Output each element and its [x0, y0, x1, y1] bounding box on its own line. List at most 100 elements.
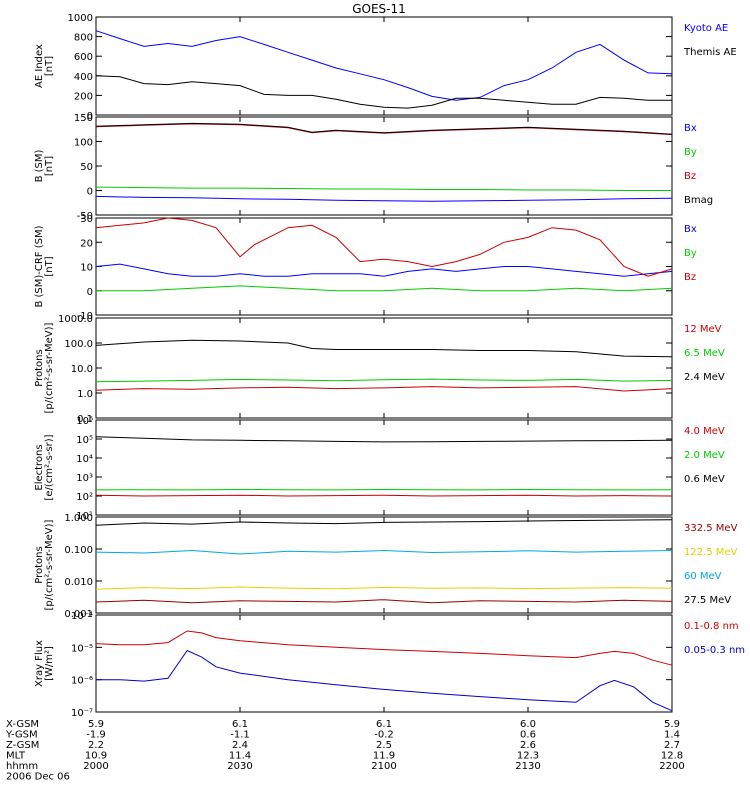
legend-label: 0.1-0.8 nm	[684, 621, 739, 632]
panel-frame	[95, 16, 673, 116]
y-tick-label: 10⁻⁴	[71, 611, 93, 622]
y-tick-label: 10	[80, 263, 93, 274]
footer-value: 11.9	[373, 751, 395, 762]
legend-label: 6.5 MeV	[684, 348, 725, 359]
legend-label: 332.5 MeV	[684, 523, 738, 534]
y-tick-label: 100.0	[64, 339, 93, 350]
series-line	[95, 436, 673, 443]
y-tick-label: 10⁵	[76, 435, 93, 446]
y-axis-label: Protons	[34, 546, 45, 583]
y-tick-label: 1.000	[64, 513, 93, 524]
panel-frame	[95, 419, 673, 516]
y-tick-label: 1.0	[77, 389, 93, 400]
legend-label: Bmag	[684, 195, 713, 206]
legend-label: Themis AE	[683, 47, 737, 58]
series-line	[95, 263, 673, 277]
footer-value: 2100	[371, 761, 396, 772]
footer-row-label: MLT	[6, 751, 26, 762]
footer-value: 2.6	[520, 740, 536, 751]
footer-value: 12.3	[517, 751, 539, 762]
figure-title: GOES-11	[352, 2, 406, 16]
y-tick-label: 800	[74, 33, 93, 44]
y-tick-label: 10⁻⁵	[71, 643, 93, 654]
series-line	[96, 649, 673, 712]
footer-value: 6.1	[232, 719, 248, 730]
footer-value: 2200	[659, 761, 684, 772]
legend-label: Bz	[684, 272, 696, 283]
series-line	[95, 549, 673, 555]
legend-label: By	[684, 147, 697, 158]
series-line	[95, 586, 673, 590]
footer-value: 11.4	[229, 751, 251, 762]
y-tick-label: 600	[74, 52, 93, 63]
legend-label: By	[684, 248, 697, 259]
panel-frame	[95, 614, 673, 713]
y-tick-label: 30	[80, 214, 93, 225]
footer-value: 6.0	[520, 719, 536, 730]
y-tick-label: 400	[74, 72, 93, 83]
footer-value: 1.4	[664, 730, 680, 741]
panel-6: 0.001 0.010 0.100 1.000 Protons [p/(cm²-s-sr-…	[34, 513, 738, 620]
footer-value: -0.2	[374, 730, 394, 741]
legend-label: 2.0 MeV	[684, 450, 725, 461]
series-line	[95, 378, 673, 383]
footer-value: -1.1	[230, 730, 250, 741]
y-tick-label: 0.1	[77, 414, 93, 425]
y-axis-label: Xray Flux	[34, 640, 45, 687]
y-tick-label: 10⁻⁶	[71, 676, 93, 687]
series-line	[95, 30, 673, 101]
series-line	[95, 519, 673, 526]
footer-value: 2.5	[376, 740, 392, 751]
footer-value: 2.4	[232, 740, 248, 751]
panel-7: 10⁻⁷ 10⁻⁶ 10⁻⁵ 10⁻⁴ Xray Flux [W/m²] 0.1-0.8 n…	[34, 611, 745, 719]
y-tick-label: 1000	[68, 13, 93, 24]
legend-label: 122.5 MeV	[684, 547, 738, 558]
footer-info: X-GSM 5.9 6.1 6.1 6.0 5.9 Y-GSM -1.9 -1.1 -0.2 0.6…	[5, 719, 685, 783]
y-tick-label: -50	[77, 211, 93, 222]
legend-label: 0.6 MeV	[684, 474, 725, 485]
panel-frame	[95, 317, 673, 419]
y-axis-label: Electrons	[34, 444, 45, 490]
panel-5: 10¹ 10² 10³ 10⁴ 10⁵ 10⁶ Electrons [e/(cm²-s-sr)…	[34, 416, 725, 522]
legend-label: 27.5 MeV	[684, 595, 731, 606]
footer-date: 2006 Dec 06	[6, 772, 70, 783]
footer-value: 5.9	[664, 719, 680, 730]
legend-label: Bx	[684, 224, 697, 235]
y-tick-label: 10¹	[76, 511, 93, 522]
y-tick-label: 0.001	[64, 609, 93, 620]
y-tick-label: -10	[77, 311, 93, 322]
y-tick-label: 1000.0	[58, 314, 93, 325]
footer-value: 2030	[227, 761, 252, 772]
footer-value: -1.9	[86, 730, 106, 741]
footer-value: 10.9	[85, 751, 107, 762]
y-tick-label: 10⁶	[76, 416, 93, 427]
legend-label: 2.4 MeV	[684, 372, 725, 383]
series-line	[95, 186, 672, 191]
y-tick-label: 150	[74, 113, 93, 124]
y-tick-label: 0	[87, 187, 93, 198]
legend-label: Bz	[684, 171, 696, 182]
series-line	[95, 217, 673, 277]
y-axis-label: [e/(cm²-s-sr)]	[44, 434, 55, 500]
y-axis-label: [p/(cm²-s-sr-MeV)]	[44, 322, 55, 413]
y-tick-label: 50	[80, 162, 93, 173]
y-axis-label: Protons	[34, 349, 45, 386]
y-axis-label: [nT]	[44, 256, 55, 276]
legend-label: 0.05-0.3 nm	[684, 645, 745, 656]
footer-row-label: hhmm	[6, 761, 38, 772]
legend-label: 4.0 MeV	[684, 426, 725, 437]
footer-row-label: Z-GSM	[6, 740, 39, 751]
footer-value: 2000	[83, 761, 108, 772]
series-line	[95, 195, 673, 202]
footer-value: 2130	[515, 761, 540, 772]
series-line	[95, 122, 673, 135]
panel-1: 0 200 400 600 800 1000 AE Index [nT] Kyoto AE The…	[34, 13, 737, 122]
y-tick-label: 0	[87, 287, 93, 298]
y-axis-label: [p/(cm²-s-sr-MeV)]	[44, 519, 55, 610]
legend-label: Bx	[684, 123, 697, 134]
footer-value: 2.2	[88, 740, 104, 751]
footer-value: 6.1	[376, 719, 392, 730]
panel-3: -10 0 10 20 30 B (SM)-CRF (SM) [nT] Bx By Bz	[34, 214, 697, 322]
